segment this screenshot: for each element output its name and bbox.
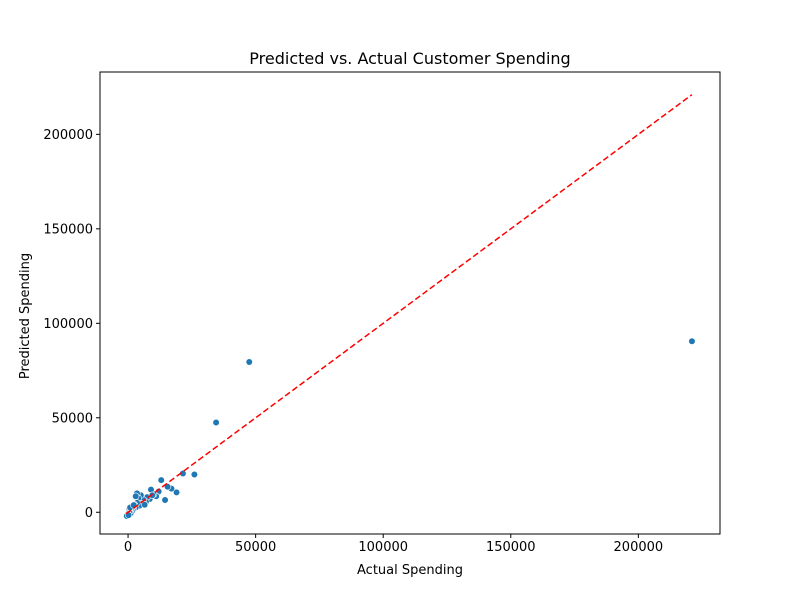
data-point [688,337,696,345]
data-point [157,476,165,484]
data-point [212,418,220,427]
data-point [245,358,253,366]
chart-title: Predicted vs. Actual Customer Spending [249,49,570,68]
x-tick-label: 50000 [235,540,276,555]
x-tick-label: 0 [124,540,132,555]
plot-area: 0 50000 100000 150000 200000 0 50000 100000 1500… [43,71,721,555]
y-axis-label: Predicted Spending [18,253,33,379]
x-tick-label: 100000 [358,540,408,555]
data-point [141,501,149,509]
y-tick-label: 0 [85,506,93,521]
y-tick-label: 200000 [43,128,93,143]
y-tick-label: 50000 [52,411,93,426]
y-tick-label: 100000 [43,317,93,332]
x-axis-label: Actual Spending [357,563,463,578]
reference-line [125,94,693,515]
x-tick-label: 150000 [486,540,536,555]
y-tick-label: 150000 [43,222,93,237]
data-point [172,488,181,497]
axes-frame [99,71,721,535]
x-tick-label: 200000 [614,540,664,555]
data-point [132,492,140,500]
data-point [148,491,156,499]
data-point [190,470,198,479]
data-point [161,496,169,504]
